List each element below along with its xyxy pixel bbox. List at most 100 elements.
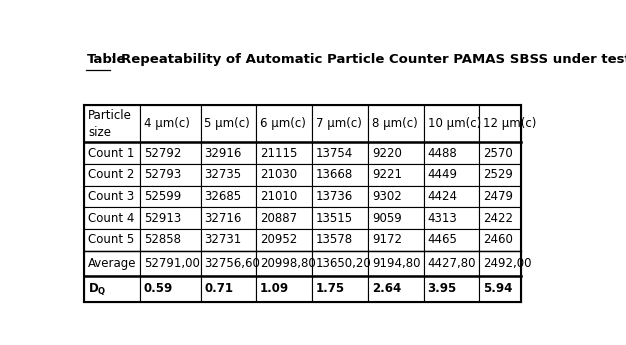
- Text: Count 4: Count 4: [88, 211, 135, 225]
- Text: 21030: 21030: [260, 168, 297, 181]
- Bar: [368, 276, 424, 302]
- Bar: [140, 250, 200, 276]
- Bar: [200, 229, 256, 250]
- Bar: [200, 142, 256, 164]
- Text: 4449: 4449: [428, 168, 458, 181]
- Text: 2422: 2422: [483, 211, 513, 225]
- Text: 8 μm(c): 8 μm(c): [372, 117, 418, 130]
- Text: 4427,80: 4427,80: [428, 257, 476, 270]
- Bar: [424, 250, 480, 276]
- Bar: [368, 207, 424, 229]
- Text: Count 2: Count 2: [88, 168, 135, 181]
- Bar: [256, 276, 312, 302]
- Bar: [84, 164, 140, 186]
- Text: 9172: 9172: [372, 233, 402, 246]
- Text: 13736: 13736: [316, 190, 353, 203]
- Bar: [424, 229, 480, 250]
- Bar: [256, 250, 312, 276]
- Text: 2.64: 2.64: [372, 282, 401, 295]
- Bar: [256, 142, 312, 164]
- Text: : Repeatability of Automatic Particle Counter PAMAS SBSS under test: : Repeatability of Automatic Particle Co…: [111, 53, 626, 67]
- Bar: [312, 207, 368, 229]
- Bar: [140, 207, 200, 229]
- Bar: [200, 186, 256, 207]
- Bar: [424, 164, 480, 186]
- Bar: [480, 207, 521, 229]
- Bar: [140, 276, 200, 302]
- Bar: [368, 186, 424, 207]
- Bar: [84, 207, 140, 229]
- Bar: [312, 164, 368, 186]
- Text: 13754: 13754: [316, 147, 353, 160]
- Text: 13515: 13515: [316, 211, 353, 225]
- Text: 0.71: 0.71: [204, 282, 233, 295]
- Text: 9221: 9221: [372, 168, 402, 181]
- Text: 32916: 32916: [204, 147, 242, 160]
- Bar: [140, 229, 200, 250]
- Text: 21010: 21010: [260, 190, 297, 203]
- Text: 52792: 52792: [144, 147, 181, 160]
- Text: 32685: 32685: [204, 190, 242, 203]
- Bar: [256, 207, 312, 229]
- Text: 5.94: 5.94: [483, 282, 513, 295]
- Bar: [312, 186, 368, 207]
- Text: 52791,00: 52791,00: [144, 257, 200, 270]
- Text: 32756,60: 32756,60: [204, 257, 260, 270]
- Text: Count 1: Count 1: [88, 147, 135, 160]
- Bar: [256, 186, 312, 207]
- Text: Particle
size: Particle size: [88, 109, 132, 139]
- Text: 52599: 52599: [144, 190, 181, 203]
- Bar: [84, 142, 140, 164]
- Bar: [312, 142, 368, 164]
- Text: 52913: 52913: [144, 211, 181, 225]
- Text: 9194,80: 9194,80: [372, 257, 420, 270]
- Text: 13668: 13668: [316, 168, 353, 181]
- Text: 7 μm(c): 7 μm(c): [316, 117, 362, 130]
- Text: 4313: 4313: [428, 211, 458, 225]
- Bar: [256, 164, 312, 186]
- Text: 20887: 20887: [260, 211, 297, 225]
- Text: 13650,20: 13650,20: [316, 257, 372, 270]
- Text: 5 μm(c): 5 μm(c): [204, 117, 250, 130]
- Text: 2570: 2570: [483, 147, 513, 160]
- Bar: [312, 229, 368, 250]
- Bar: [312, 250, 368, 276]
- Text: 4488: 4488: [428, 147, 458, 160]
- Bar: [140, 142, 200, 164]
- Text: 32716: 32716: [204, 211, 242, 225]
- Bar: [368, 250, 424, 276]
- Bar: [200, 207, 256, 229]
- Text: 32735: 32735: [204, 168, 242, 181]
- Bar: [312, 276, 368, 302]
- Text: Count 3: Count 3: [88, 190, 134, 203]
- Text: 1.75: 1.75: [316, 282, 345, 295]
- Text: 2479: 2479: [483, 190, 513, 203]
- Bar: [200, 164, 256, 186]
- Text: 9059: 9059: [372, 211, 401, 225]
- Bar: [84, 276, 140, 302]
- Text: 13578: 13578: [316, 233, 353, 246]
- Bar: [140, 164, 200, 186]
- Text: 6 μm(c): 6 μm(c): [260, 117, 306, 130]
- Bar: [480, 142, 521, 164]
- Bar: [424, 276, 480, 302]
- Text: 4465: 4465: [428, 233, 458, 246]
- Bar: [84, 186, 140, 207]
- Bar: [424, 186, 480, 207]
- Text: $\mathbf{D_Q}$: $\mathbf{D_Q}$: [88, 281, 106, 297]
- Text: Average: Average: [88, 257, 136, 270]
- Bar: [480, 164, 521, 186]
- Bar: [200, 250, 256, 276]
- Text: 52858: 52858: [144, 233, 181, 246]
- Text: 9302: 9302: [372, 190, 401, 203]
- Text: Count 5: Count 5: [88, 233, 134, 246]
- Text: 2492,00: 2492,00: [483, 257, 532, 270]
- Bar: [368, 142, 424, 164]
- Text: 20998,80: 20998,80: [260, 257, 316, 270]
- Bar: [140, 186, 200, 207]
- Bar: [480, 250, 521, 276]
- Text: 9220: 9220: [372, 147, 402, 160]
- Bar: [480, 186, 521, 207]
- Text: 0.59: 0.59: [144, 282, 173, 295]
- Bar: [424, 207, 480, 229]
